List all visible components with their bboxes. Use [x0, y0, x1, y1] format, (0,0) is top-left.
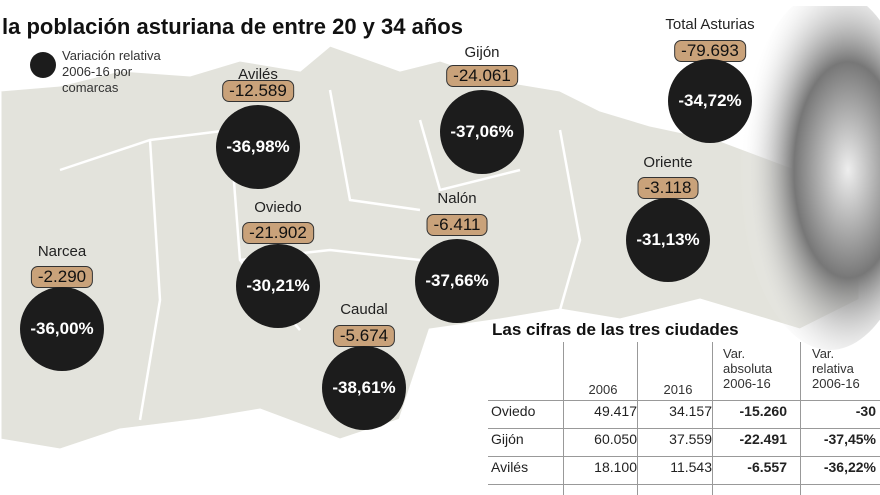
table-cell: -6.557: [747, 459, 787, 475]
region-name: Narcea: [37, 243, 87, 260]
table-vline: [712, 342, 713, 495]
legend-dot: [30, 52, 56, 78]
table-cell: 37.559: [669, 431, 712, 447]
table-hline: [488, 428, 880, 429]
region-absolute: -3.118: [637, 177, 699, 199]
table-cell: -15.260: [739, 403, 787, 419]
table-header: 2016: [663, 382, 693, 397]
table-cell: 11.543: [670, 459, 712, 475]
table-cell: 49.417: [594, 403, 637, 419]
region-relative: -31,13%: [626, 198, 710, 282]
region-name: Oviedo: [254, 199, 302, 216]
region-relative: -37,06%: [440, 90, 524, 174]
region-name: Avilés: [238, 66, 278, 83]
region-absolute: -79.693: [674, 40, 746, 62]
table-cell: -22.491: [739, 431, 787, 447]
region-absolute: -5.674: [332, 325, 396, 347]
region-name: Nalón: [437, 190, 477, 207]
table-vline: [563, 342, 564, 495]
table-cell: 34.157: [669, 403, 712, 419]
table-cell: Oviedo: [491, 403, 536, 419]
region-absolute: -24.061: [446, 65, 518, 87]
region-name: Total Asturias: [665, 16, 755, 33]
table-vline: [637, 342, 638, 495]
table-hline: [488, 400, 880, 401]
region-absolute: -21.902: [242, 222, 314, 244]
region-relative: -38,61%: [322, 346, 406, 430]
region-absolute: -6.411: [426, 214, 488, 236]
region-relative: -36,98%: [216, 105, 300, 189]
region-absolute: -2.290: [30, 266, 94, 288]
table-cell: 18.100: [594, 459, 637, 475]
region-relative: -30,21%: [236, 244, 320, 328]
region-relative: -34,72%: [668, 59, 752, 143]
table-cell: -36,22%: [823, 459, 876, 475]
region-name: Gijón: [464, 44, 500, 61]
region-absolute: -12.589: [222, 80, 294, 102]
table-header: Var. relativa 2006-16: [812, 346, 860, 391]
top-band: [0, 0, 880, 6]
region-name: Oriente: [643, 154, 693, 171]
region-relative: -37,66%: [415, 239, 499, 323]
table-cell: 60.050: [594, 431, 637, 447]
region-borders: [59, 89, 582, 421]
table-cell: Gijón: [491, 431, 524, 447]
table-cell: -30: [855, 403, 876, 419]
title: la población asturiana de entre 20 y 34 …: [2, 14, 463, 39]
table-cell: Avilés: [491, 459, 529, 475]
table-title: Las cifras de las tres ciudades: [492, 320, 739, 339]
legend-text: Variación relativa 2006-16 por comarcas: [62, 48, 161, 95]
region-relative: -36,00%: [20, 287, 104, 371]
table-hline: [488, 456, 880, 457]
table-header: 2006: [588, 382, 618, 397]
table-header: Var. absoluta 2006-16: [723, 346, 773, 391]
table-cell: -37,45%: [823, 431, 876, 447]
table-hline: [488, 484, 880, 485]
table-vline: [800, 342, 801, 495]
region-name: Caudal: [340, 301, 388, 318]
photo-welder: [740, 0, 880, 350]
